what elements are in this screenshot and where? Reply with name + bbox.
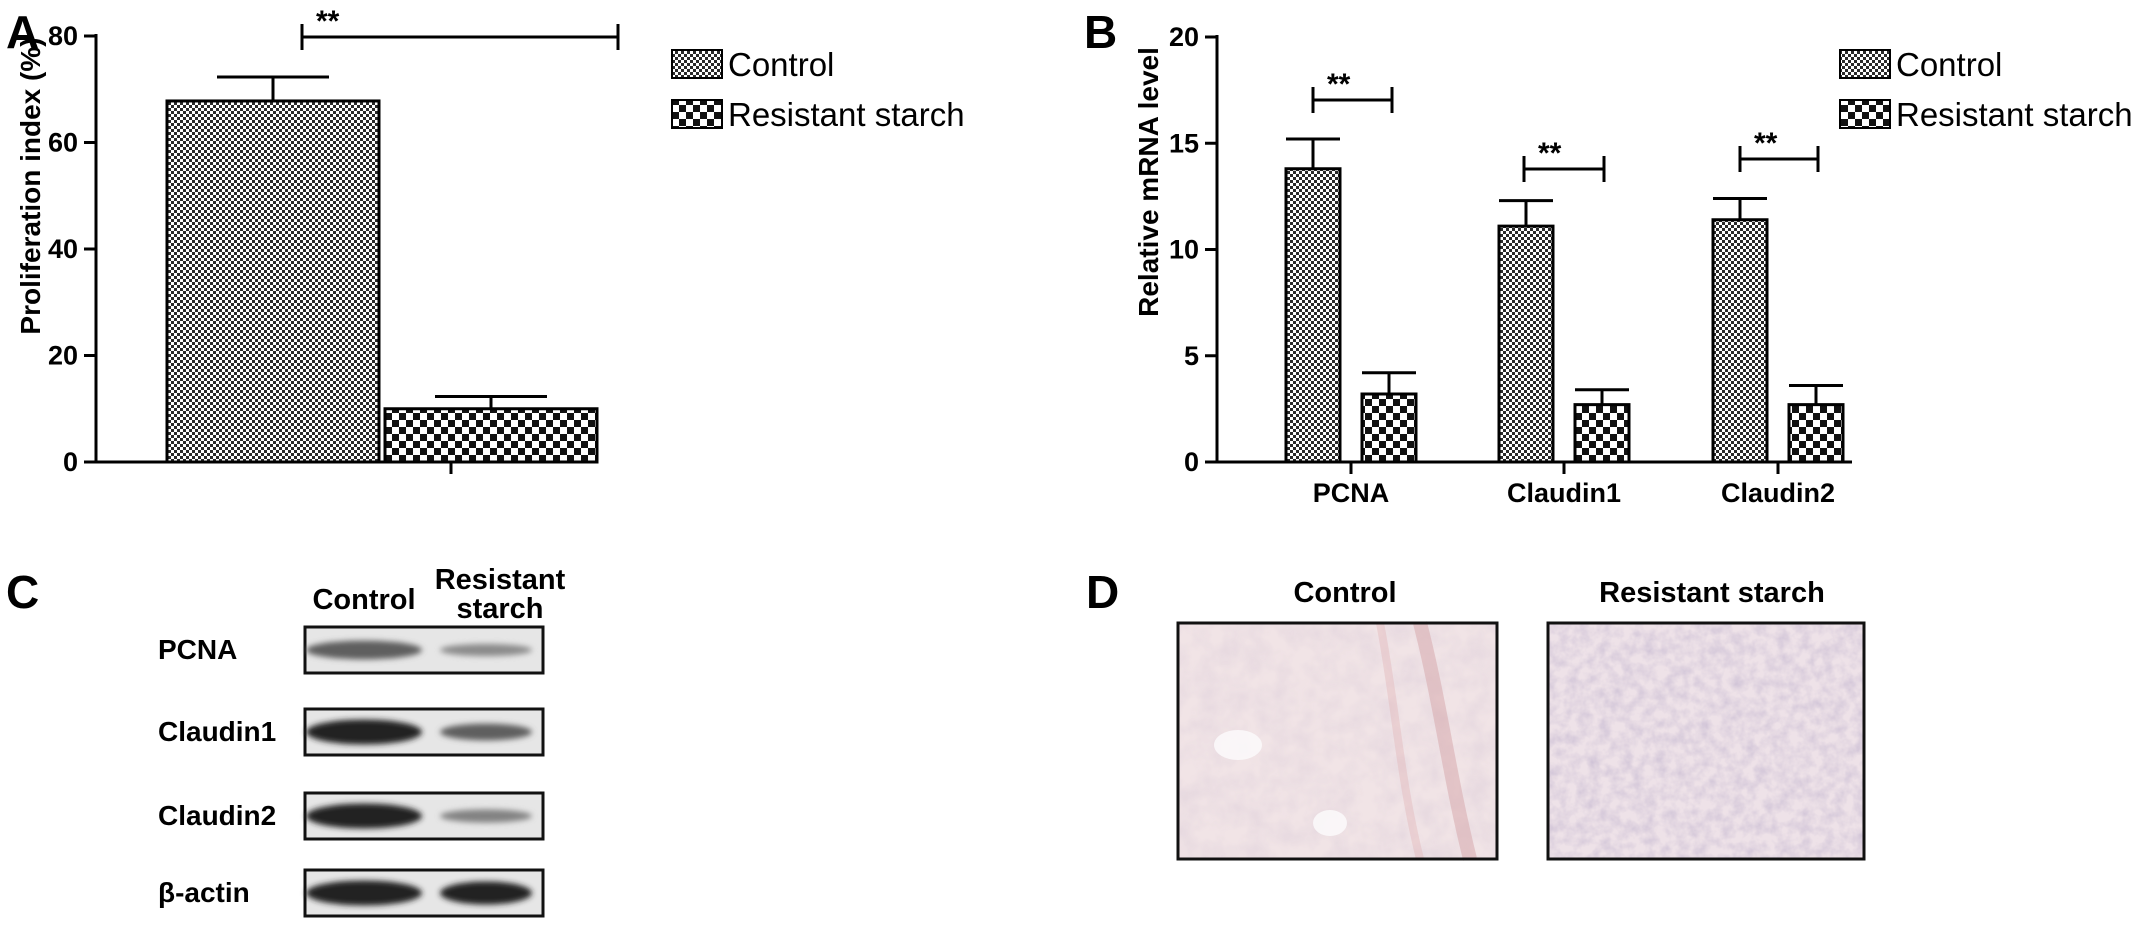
blot-row: Claudin1 (158, 707, 545, 757)
histology-image-resistant (1546, 621, 1866, 861)
bars-a: ** (165, 5, 620, 464)
panel-c: C Control Resistant starch PCNA Claudin1 C… (6, 564, 566, 918)
blot-row-label: β-actin (158, 877, 250, 908)
blot-row-label: Claudin2 (158, 800, 276, 831)
bar-rect-b (1787, 403, 1845, 464)
bar-b (1497, 199, 1555, 464)
panel-c-letter: C (6, 566, 39, 618)
blot-row: Claudin2 (158, 791, 545, 841)
legend-swatch-control-b (1839, 49, 1891, 79)
legend-b: Control Resistant starch (1839, 46, 2133, 133)
bar-rect-b (1360, 392, 1418, 464)
bar-b (1284, 137, 1342, 464)
legend-label-control-b: Control (1896, 46, 2002, 83)
blot-band-control (306, 640, 422, 660)
significance-bracket-b: ** (1311, 68, 1394, 113)
bar-rect-b (1711, 218, 1769, 464)
histology-label-resistant: Resistant starch (1599, 577, 1825, 609)
y-tick-label-a: 60 (48, 128, 78, 158)
bar-rect-b (1497, 224, 1555, 464)
legend-label-resistant-a: Resistant starch (728, 96, 965, 133)
y-tick-label-a: 0 (63, 447, 78, 477)
y-axis-title-b: Relative mRNA level (1133, 47, 1164, 317)
panel-a: A Proliferation index (%) 0 20 40 60 80 ** C… (6, 5, 965, 477)
significance-label-a: ** (316, 5, 340, 38)
y-tick-label-b: 20 (1169, 22, 1199, 52)
y-tick-label-b: 5 (1184, 341, 1199, 371)
panel-b-letter: B (1084, 6, 1117, 58)
blot-row: β-actin (158, 868, 545, 918)
bar-b (1360, 371, 1418, 464)
histology-image-control (1176, 621, 1499, 861)
y-tick-label-a: 80 (48, 21, 78, 51)
y-tick-label-b: 0 (1184, 447, 1199, 477)
legend-a: Control Resistant starch (671, 46, 965, 133)
legend-swatch-control-a (671, 49, 723, 79)
bar-rect-a (165, 99, 381, 464)
blot-band-resistant (440, 809, 532, 823)
bar-rect-b (1284, 167, 1342, 464)
x-tick-label-b: Claudin2 (1721, 478, 1835, 508)
blot-column-resistant-line1: Resistant (435, 564, 566, 596)
legend-swatch-resistant-a (671, 99, 723, 129)
blot-row: PCNA (158, 625, 545, 675)
bars-b: ** ** ** (1284, 68, 1845, 464)
panel-d-letter: D (1086, 566, 1119, 618)
histology-label-control: Control (1293, 577, 1396, 609)
y-axis-title-a: Proliferation index (%) (15, 37, 46, 334)
significance-bracket-b: ** (1738, 127, 1820, 172)
y-tick-label-a: 20 (48, 341, 78, 371)
bar-b (1573, 388, 1631, 464)
x-tick-label-b: PCNA (1313, 478, 1390, 508)
legend-label-resistant-b: Resistant starch (1896, 96, 2133, 133)
bar-a (165, 75, 381, 464)
bar-b (1787, 384, 1845, 464)
blot-band-control (306, 719, 422, 745)
significance-bracket-b: ** (1522, 137, 1606, 182)
blot-band-control (306, 880, 422, 906)
blot-row-label: Claudin1 (158, 716, 276, 747)
blot-rows: PCNA Claudin1 Claudin2 β-actin (158, 625, 545, 918)
bar-b (1711, 197, 1769, 464)
significance-label-b: ** (1754, 127, 1778, 160)
y-tick-label-a: 40 (48, 234, 78, 264)
legend-swatch-resistant-b (1839, 99, 1891, 129)
blot-band-resistant (440, 881, 532, 905)
legend-label-control-a: Control (728, 46, 834, 83)
significance-label-b: ** (1538, 137, 1562, 170)
significance-label-b: ** (1327, 68, 1351, 101)
significance-bracket-a: ** (300, 5, 620, 50)
bar-rect-a (383, 407, 599, 464)
blot-row-label: PCNA (158, 634, 237, 665)
panel-b: B Relative mRNA level 0 5 10 15 20 PCNA Claudi… (1084, 6, 2133, 508)
blot-band-resistant (440, 643, 532, 657)
blot-column-resistant-line2: starch (456, 593, 543, 625)
blot-band-control (306, 803, 422, 829)
panel-d: D Control Resistant starch (1086, 566, 1866, 861)
blot-band-resistant (440, 723, 532, 741)
y-tick-label-b: 10 (1169, 235, 1199, 265)
x-tick-label-b: Claudin1 (1507, 478, 1621, 508)
bar-a (383, 395, 599, 464)
bar-rect-b (1573, 403, 1631, 464)
blot-column-control: Control (312, 584, 415, 616)
panel-a-letter: A (6, 6, 39, 58)
y-tick-label-b: 15 (1169, 128, 1199, 158)
